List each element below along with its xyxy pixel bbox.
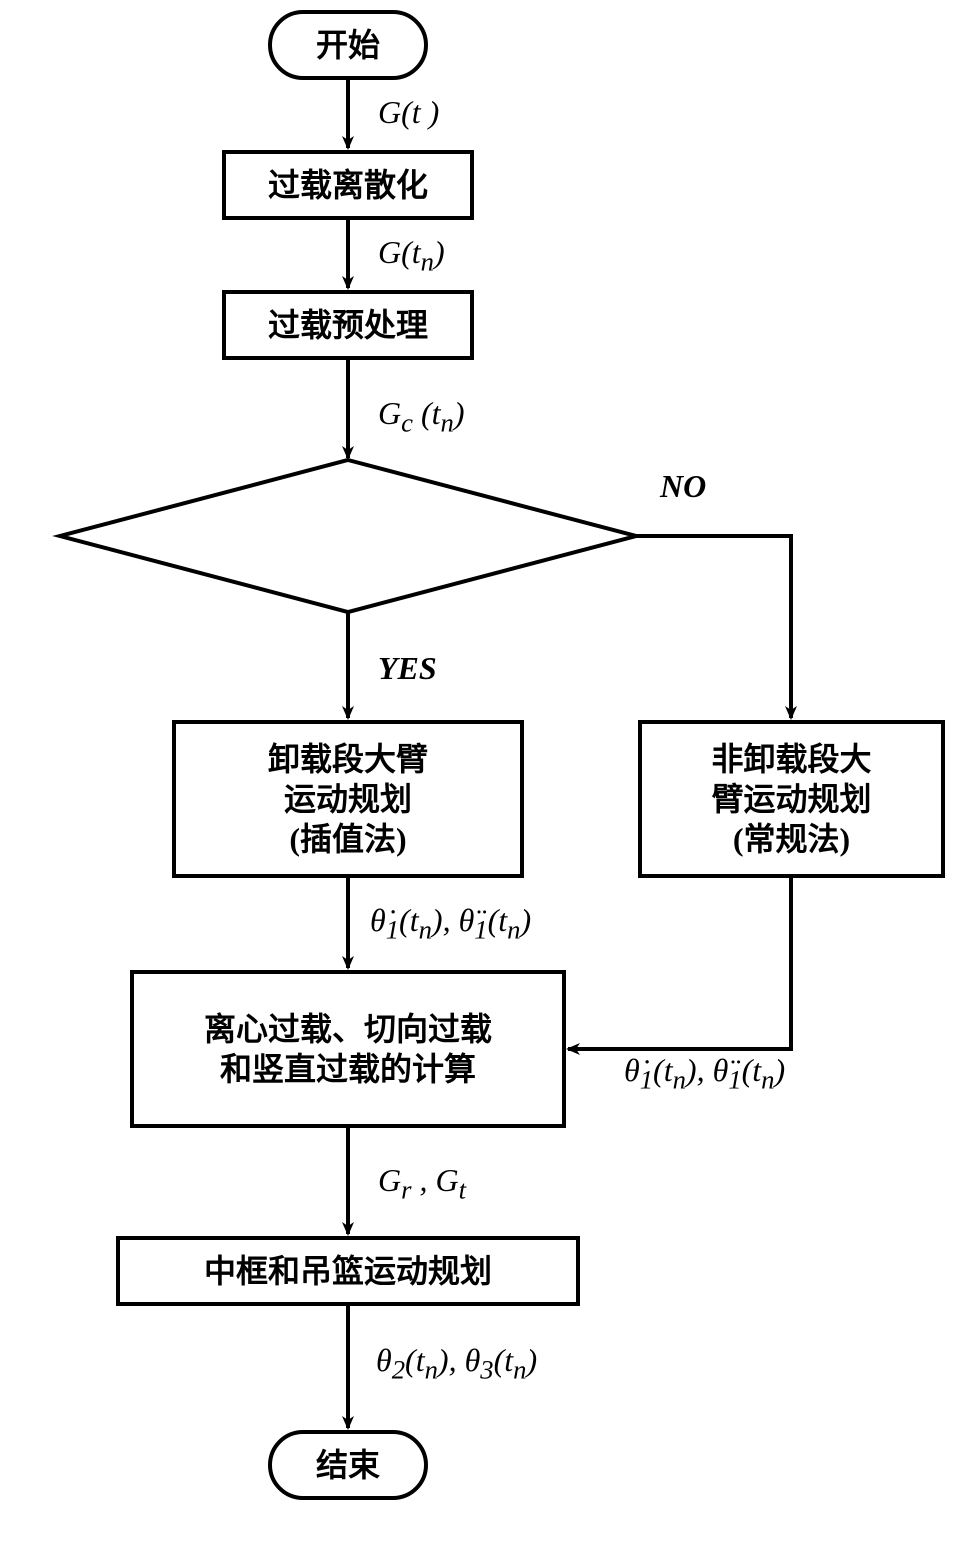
edge-label-yes-out: θ̇1(tn), θ̈1(tn): [370, 902, 531, 945]
edge-label-plan2-out: θ2(tn), θ3(tn): [376, 1342, 537, 1385]
node-plan2-label: 中框和吊篮运动规划: [204, 1251, 492, 1291]
node-yes-box: 卸载段大臂 运动规划 (插值法): [172, 720, 524, 878]
node-calc: 离心过载、切向过载 和竖直过载的计算: [130, 970, 566, 1128]
node-disc-label: 过载离散化: [268, 165, 428, 205]
edge-label-2: G(tn): [378, 234, 445, 277]
node-yes-label: 卸载段大臂 运动规划 (插值法): [268, 739, 428, 859]
edge-label-1: G(t ): [378, 94, 439, 131]
edge-label-calc-out: Gr , Gt: [378, 1162, 466, 1205]
node-preprocess: 过载预处理: [222, 290, 474, 360]
edge-label-no-out: θ̇1(tn), θ̈1(tn): [624, 1052, 785, 1095]
node-no-box: 非卸载段大 臂运动规划 (常规法): [638, 720, 945, 878]
node-start-label: 开始: [316, 25, 380, 65]
node-decision-text: ‖ Gc( tn)‖2 − ‖ Gc( tn−1) ‖2 < 0?: [60, 460, 636, 612]
node-no-label: 非卸载段大 臂运动规划 (常规法): [711, 739, 871, 859]
branch-no-label: NO: [660, 468, 706, 505]
node-end: 结束: [268, 1430, 428, 1500]
node-end-label: 结束: [316, 1445, 380, 1485]
node-prep-label: 过载预处理: [268, 305, 428, 345]
node-calc-label: 离心过载、切向过载 和竖直过载的计算: [204, 1009, 492, 1089]
edge-label-3: Gc (tn): [378, 395, 464, 438]
node-start: 开始: [268, 10, 428, 80]
node-plan2: 中框和吊篮运动规划: [116, 1236, 580, 1306]
branch-yes-label: YES: [378, 650, 437, 687]
node-discretization: 过载离散化: [222, 150, 474, 220]
